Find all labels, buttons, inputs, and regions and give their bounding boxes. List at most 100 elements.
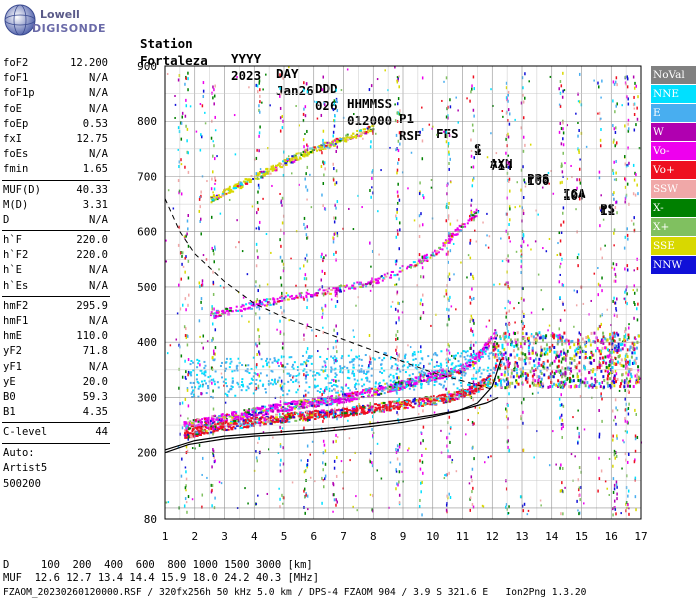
echo-point xyxy=(187,71,189,75)
echo-point xyxy=(539,382,542,386)
echo-point xyxy=(523,359,526,363)
echo-point xyxy=(181,303,184,307)
echo-point xyxy=(234,394,237,397)
echo-point xyxy=(255,450,257,454)
echo-point xyxy=(556,350,559,354)
echo-point xyxy=(392,376,395,379)
echo-point xyxy=(368,333,371,337)
echo-point xyxy=(187,227,189,231)
echo-point xyxy=(333,167,335,171)
echo-point xyxy=(532,383,535,387)
param-row: hmF2 295.9 xyxy=(0,299,112,314)
echo-point xyxy=(203,432,206,435)
echo-point xyxy=(268,172,272,175)
echo-point xyxy=(497,344,500,348)
echo-point xyxy=(200,133,202,137)
echo-point xyxy=(333,328,335,332)
echo-point xyxy=(217,426,221,429)
echo-point xyxy=(209,314,212,317)
echo-point xyxy=(209,431,213,434)
echo-point xyxy=(353,286,356,289)
echo-point xyxy=(523,397,525,401)
echo-point xyxy=(256,344,258,348)
echo-point xyxy=(446,372,448,376)
echo-point xyxy=(196,373,199,376)
echo-point xyxy=(365,389,368,392)
echo-point xyxy=(369,451,372,455)
echo-point xyxy=(213,358,216,361)
echo-point xyxy=(377,387,380,390)
echo-point xyxy=(549,348,552,352)
echo-point xyxy=(448,272,451,276)
echo-point xyxy=(397,139,400,143)
echo-point xyxy=(415,382,419,385)
echo-point xyxy=(509,207,511,211)
echo-point xyxy=(322,75,325,79)
echo-point xyxy=(200,300,202,304)
echo-point xyxy=(213,88,215,92)
echo-point xyxy=(451,373,454,376)
echo-point xyxy=(186,343,189,347)
echo-point xyxy=(207,423,211,426)
echo-point xyxy=(231,381,234,384)
echo-point xyxy=(549,363,552,367)
echo-point xyxy=(469,99,471,103)
echo-point xyxy=(543,362,546,366)
echo-point xyxy=(255,303,259,306)
echo-point xyxy=(351,372,354,375)
echo-point xyxy=(210,483,213,487)
echo-point xyxy=(292,160,296,163)
echo-point xyxy=(305,82,308,86)
param-value: N/A xyxy=(89,102,108,115)
echo-point xyxy=(371,405,373,409)
echo-point xyxy=(435,380,438,383)
echo-point xyxy=(550,380,553,384)
echo-point xyxy=(213,252,215,256)
echo-point xyxy=(294,158,298,161)
echo-point xyxy=(233,369,236,372)
echo-point xyxy=(335,345,337,349)
echo-point xyxy=(313,413,316,416)
echo-point xyxy=(303,368,306,371)
echo-point xyxy=(383,357,386,360)
echo-point xyxy=(505,137,507,141)
echo-point xyxy=(560,230,563,234)
echo-point xyxy=(452,383,455,386)
echo-point xyxy=(335,357,338,360)
echo-point xyxy=(241,378,244,381)
echo-point xyxy=(251,423,255,426)
echo-point xyxy=(444,239,447,242)
echo-point xyxy=(356,356,359,359)
echo-point xyxy=(473,457,475,461)
echo-point xyxy=(374,382,377,385)
echo-point xyxy=(472,318,474,322)
echo-point xyxy=(594,378,597,382)
echo-point xyxy=(306,323,309,327)
echo-point xyxy=(564,374,567,378)
echo-point xyxy=(185,445,188,449)
echo-point xyxy=(264,388,267,391)
echo-point xyxy=(319,391,322,394)
echo-point xyxy=(397,194,399,198)
echo-point xyxy=(398,221,401,225)
echo-point xyxy=(466,350,469,353)
echo-point xyxy=(496,383,499,387)
divider xyxy=(2,295,110,297)
echo-point xyxy=(541,382,544,386)
echo-point xyxy=(494,381,497,385)
echo-point xyxy=(221,424,225,427)
echo-point xyxy=(187,244,190,248)
echo-point xyxy=(535,351,538,355)
echo-point xyxy=(183,504,186,508)
echo-point xyxy=(269,358,272,361)
echo-point xyxy=(304,105,307,109)
echo-point xyxy=(373,389,376,392)
echo-point xyxy=(578,355,581,359)
echo-point xyxy=(406,378,409,381)
echo-point xyxy=(498,367,501,371)
echo-point xyxy=(336,400,339,403)
param-name: foF1p xyxy=(3,87,35,100)
echo-point xyxy=(422,409,424,413)
echo-point xyxy=(203,373,206,376)
echo-point xyxy=(339,412,342,415)
